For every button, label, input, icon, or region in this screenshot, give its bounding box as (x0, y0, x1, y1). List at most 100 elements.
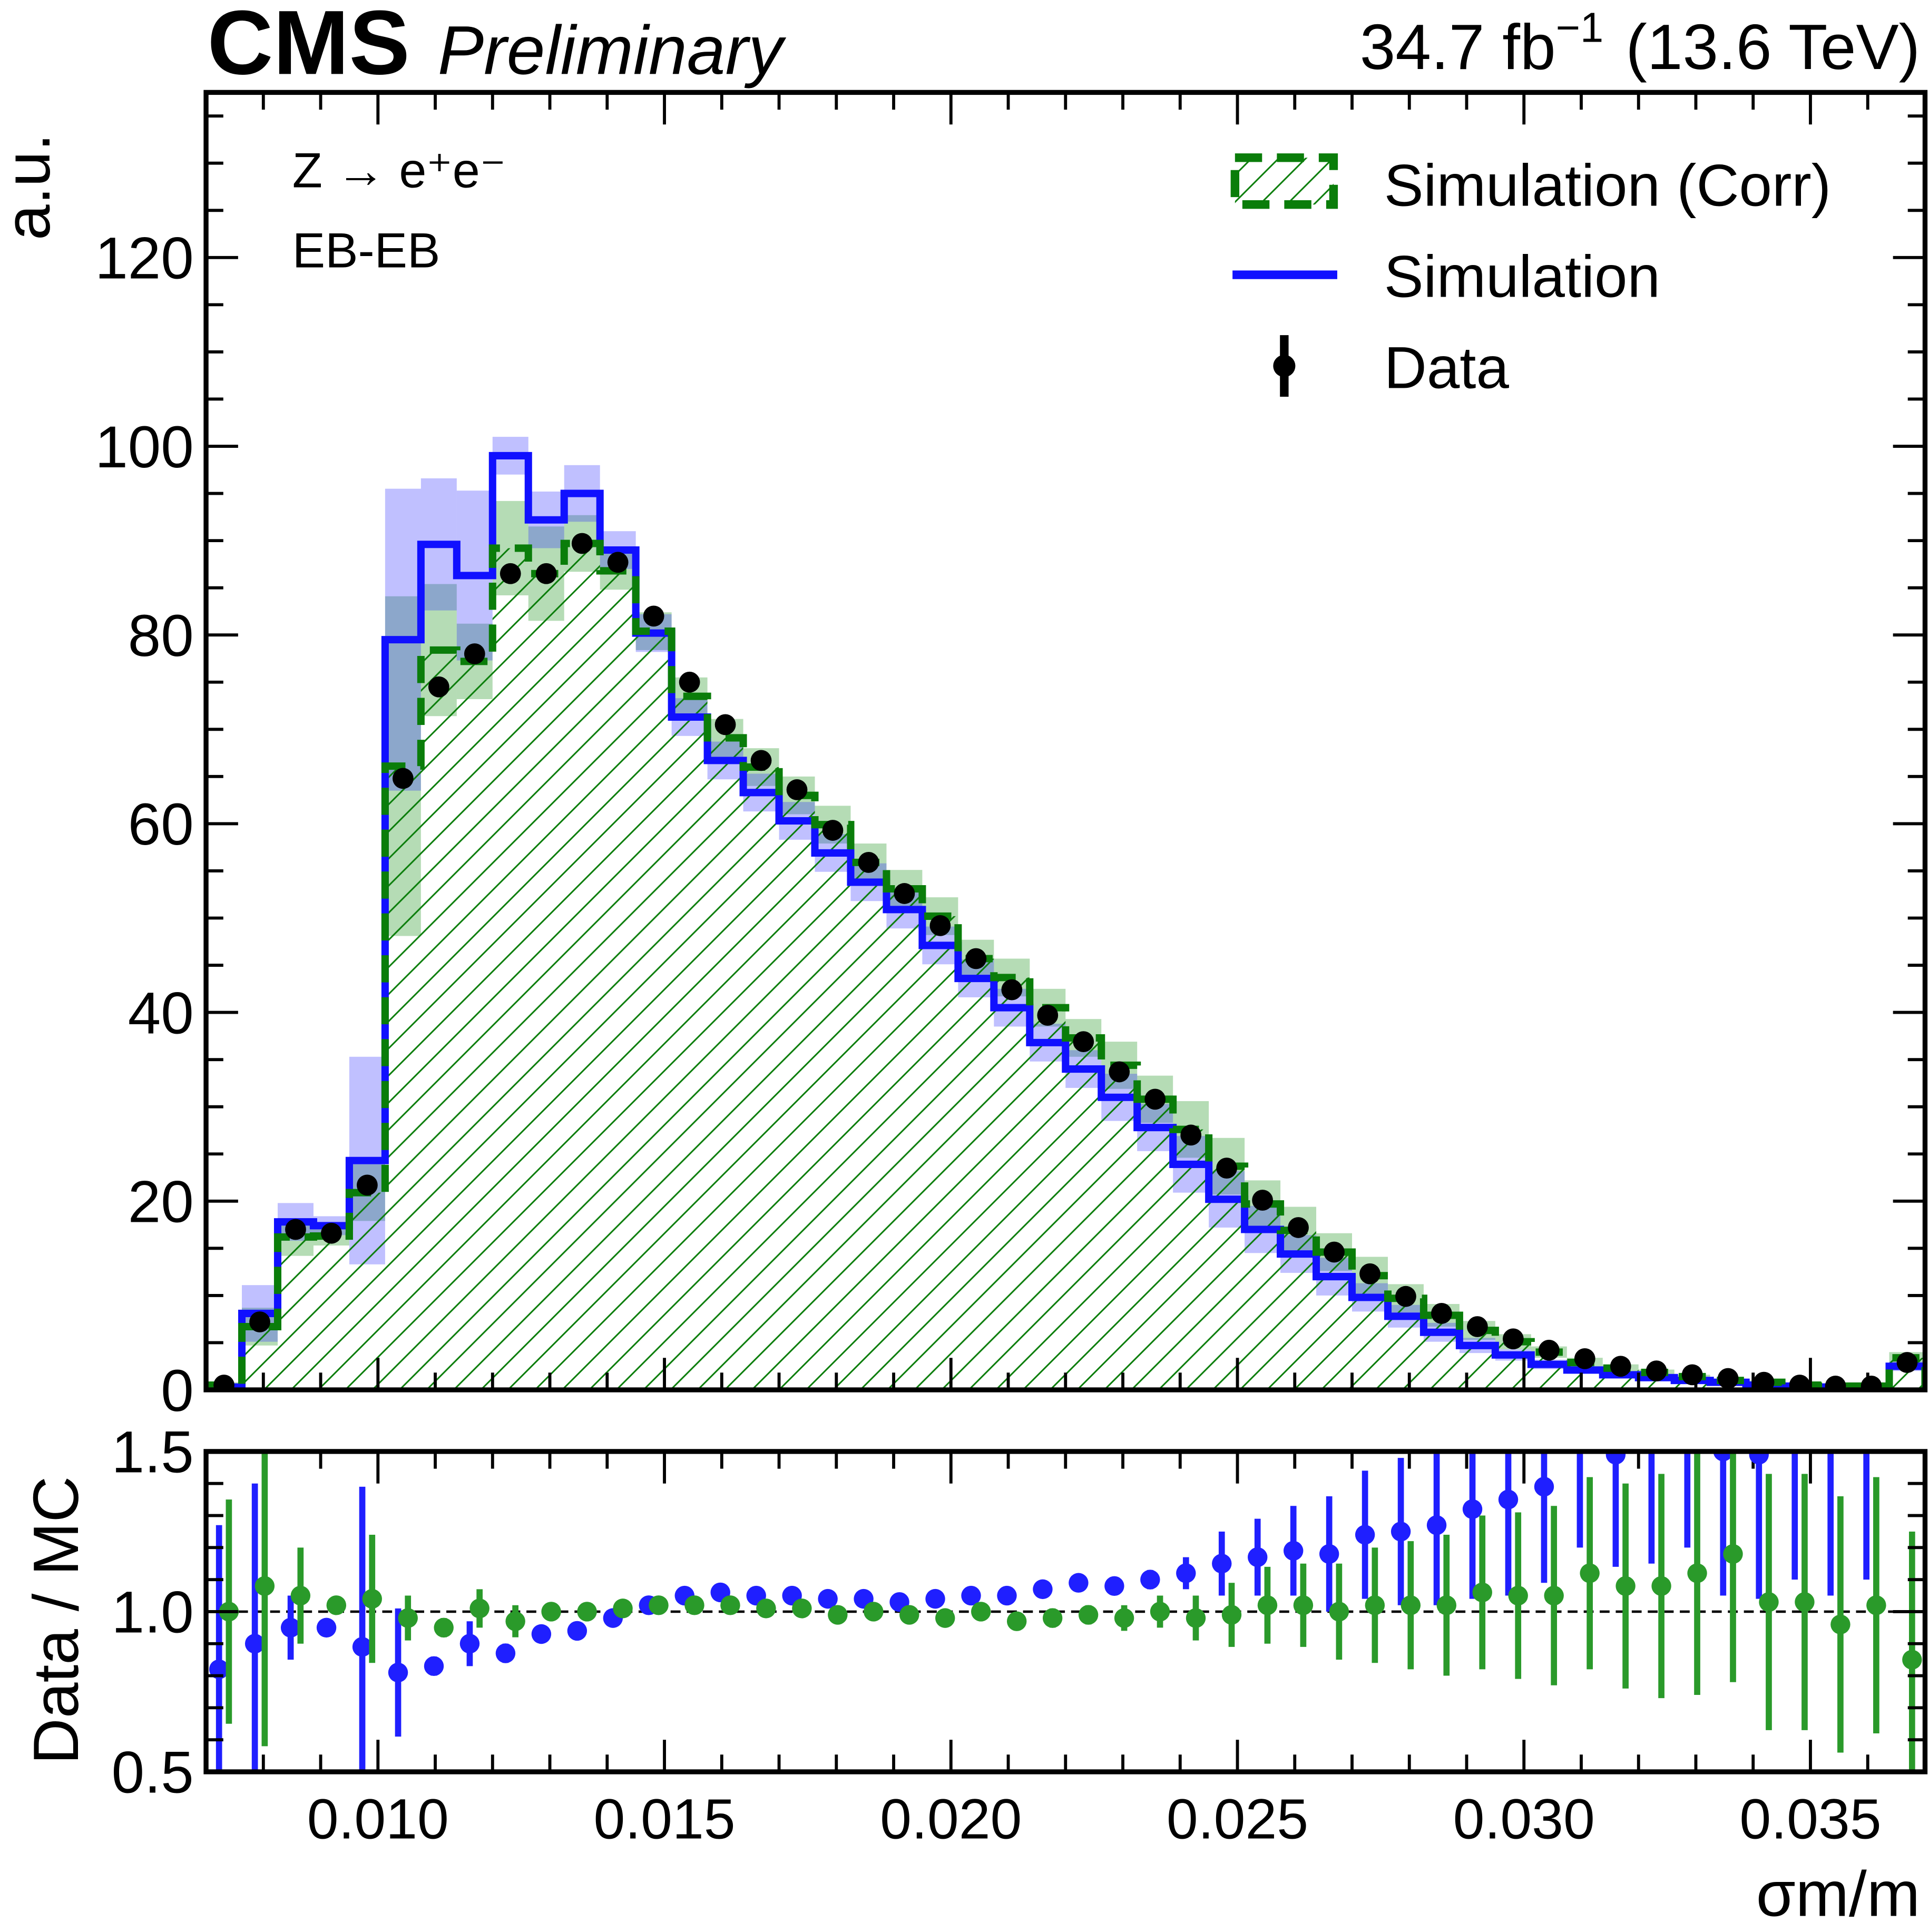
ratio-corr-point (1902, 1650, 1922, 1670)
y-tick-label: 0 (161, 1357, 193, 1424)
ratio-corr-point (1651, 1576, 1671, 1596)
y-tick-label: 60 (128, 791, 194, 857)
data-point (1896, 1352, 1918, 1373)
data-point (1073, 1031, 1094, 1053)
ratio-corr-point (1401, 1595, 1421, 1615)
ratio-corr-point (864, 1602, 884, 1622)
ratio-sim-point (531, 1624, 552, 1644)
data-point (894, 883, 915, 904)
ratio-corr-point (1795, 1592, 1815, 1612)
legend: Simulation (Corr) Simulation Data (1230, 152, 1831, 401)
ratio-sim-point (280, 1617, 301, 1638)
data-point (249, 1311, 270, 1332)
ratio-sim-point (1283, 1541, 1304, 1561)
y-tick-label: 100 (95, 414, 193, 480)
ratio-sim-point (818, 1588, 838, 1609)
ratio-sim-point (352, 1637, 373, 1657)
ratio-corr-point (1687, 1563, 1707, 1583)
x-tick-label: 0.010 (307, 1787, 449, 1850)
ratio-corr-point (1221, 1605, 1242, 1625)
data-point (1753, 1371, 1775, 1390)
data-point (965, 948, 987, 969)
ratio-sim-point (1104, 1576, 1124, 1596)
ratio-sim-point (388, 1662, 408, 1683)
data-point (393, 768, 414, 789)
ratio-corr-point (1365, 1595, 1385, 1615)
ratio-corr-point (649, 1595, 669, 1615)
ratio-sim-point (495, 1643, 516, 1663)
ratio-sim-point (1820, 1426, 1840, 1445)
ratio-corr-point (434, 1617, 454, 1638)
y-tick-label: 80 (128, 602, 194, 669)
ratio-sim-point (1033, 1579, 1053, 1600)
ratio-corr-point (899, 1605, 919, 1625)
y-tick-label: 40 (128, 979, 194, 1046)
data-point (607, 552, 629, 573)
ratio-panel: 0.010 0.015 0.020 0.025 0.030 0.035 0.5 1.0 1.5 (112, 1409, 1928, 1850)
data-point (321, 1222, 342, 1244)
data-point (1180, 1124, 1202, 1146)
ratio-sim-point (1355, 1525, 1375, 1545)
ratio-plot-area (206, 1409, 1925, 1772)
y-axis-label-main: a.u. (0, 133, 63, 240)
ratio-corr-point (1114, 1608, 1134, 1628)
ratio-sim-point (1176, 1563, 1196, 1583)
ratio-corr-point (1006, 1611, 1027, 1631)
ratio-corr-point (362, 1588, 382, 1609)
ratio-corr-point (326, 1595, 347, 1615)
data-point (464, 643, 485, 664)
data-point (1502, 1328, 1524, 1350)
ratio-sim-point (244, 1634, 265, 1654)
ratio-corr-point (1472, 1582, 1492, 1603)
main-plot-area (206, 437, 1925, 1390)
main-panel: 0 20 40 60 80 100 120 (95, 90, 1928, 1772)
ratio-corr-point (1759, 1592, 1779, 1612)
data-point (1359, 1263, 1380, 1284)
data-point (571, 533, 593, 554)
ratio-corr-point (577, 1602, 597, 1622)
ratio-sim-point (316, 1617, 337, 1638)
ratio-sim-point (1498, 1489, 1519, 1509)
ratio-sim-point (1678, 1409, 1697, 1429)
data-point (1109, 1061, 1130, 1083)
data-point (357, 1174, 378, 1196)
process-annotation: Z → e⁺e⁻ (292, 142, 506, 198)
ratio-sim-point (1069, 1573, 1089, 1593)
ratio-y-tick-label: 0.5 (112, 1739, 194, 1806)
ratio-sim-point (1570, 1426, 1590, 1445)
y-axis-label-ratio: Data / MC (20, 1476, 92, 1764)
ratio-sim-point (1391, 1522, 1411, 1542)
y-tick-label: 20 (128, 1169, 194, 1235)
ratio-corr-point (469, 1598, 489, 1619)
status-label: Preliminary (438, 11, 787, 89)
ratio-sim-point (925, 1588, 945, 1609)
data-point (1574, 1348, 1595, 1369)
ratio-corr-point (1866, 1595, 1886, 1615)
data-point (535, 563, 557, 584)
data-point (1037, 1005, 1059, 1026)
legend-label-corr: Simulation (Corr) (1384, 152, 1831, 219)
energy-value: (13.6 TeV) (1626, 11, 1920, 83)
category-annotation: EB-EB (292, 222, 440, 278)
ratio-corr-point (1078, 1605, 1099, 1625)
ratio-corr-point (1723, 1544, 1743, 1564)
ratio-corr-point (1830, 1614, 1850, 1634)
ratio-corr-point (1186, 1608, 1206, 1628)
ratio-sim-point (459, 1634, 480, 1654)
lumi-value: 34.7 fb (1360, 11, 1556, 83)
data-point (1789, 1375, 1810, 1390)
x-tick-label: 0.025 (1167, 1787, 1308, 1850)
ratio-corr-point (398, 1608, 418, 1628)
data-point (1681, 1364, 1703, 1386)
ratio-sim-point (1462, 1499, 1483, 1519)
ratio-y-tick-label: 1.5 (112, 1419, 194, 1485)
ratio-sim-point (997, 1585, 1017, 1606)
ratio-sim-point (1426, 1515, 1447, 1535)
data-point (1288, 1217, 1309, 1238)
ratio-sim-point (1749, 1451, 1769, 1465)
ratio-corr-point (1508, 1585, 1528, 1606)
data-point (929, 915, 951, 936)
corr-step-line (206, 540, 1925, 1390)
data-point (1216, 1158, 1237, 1179)
